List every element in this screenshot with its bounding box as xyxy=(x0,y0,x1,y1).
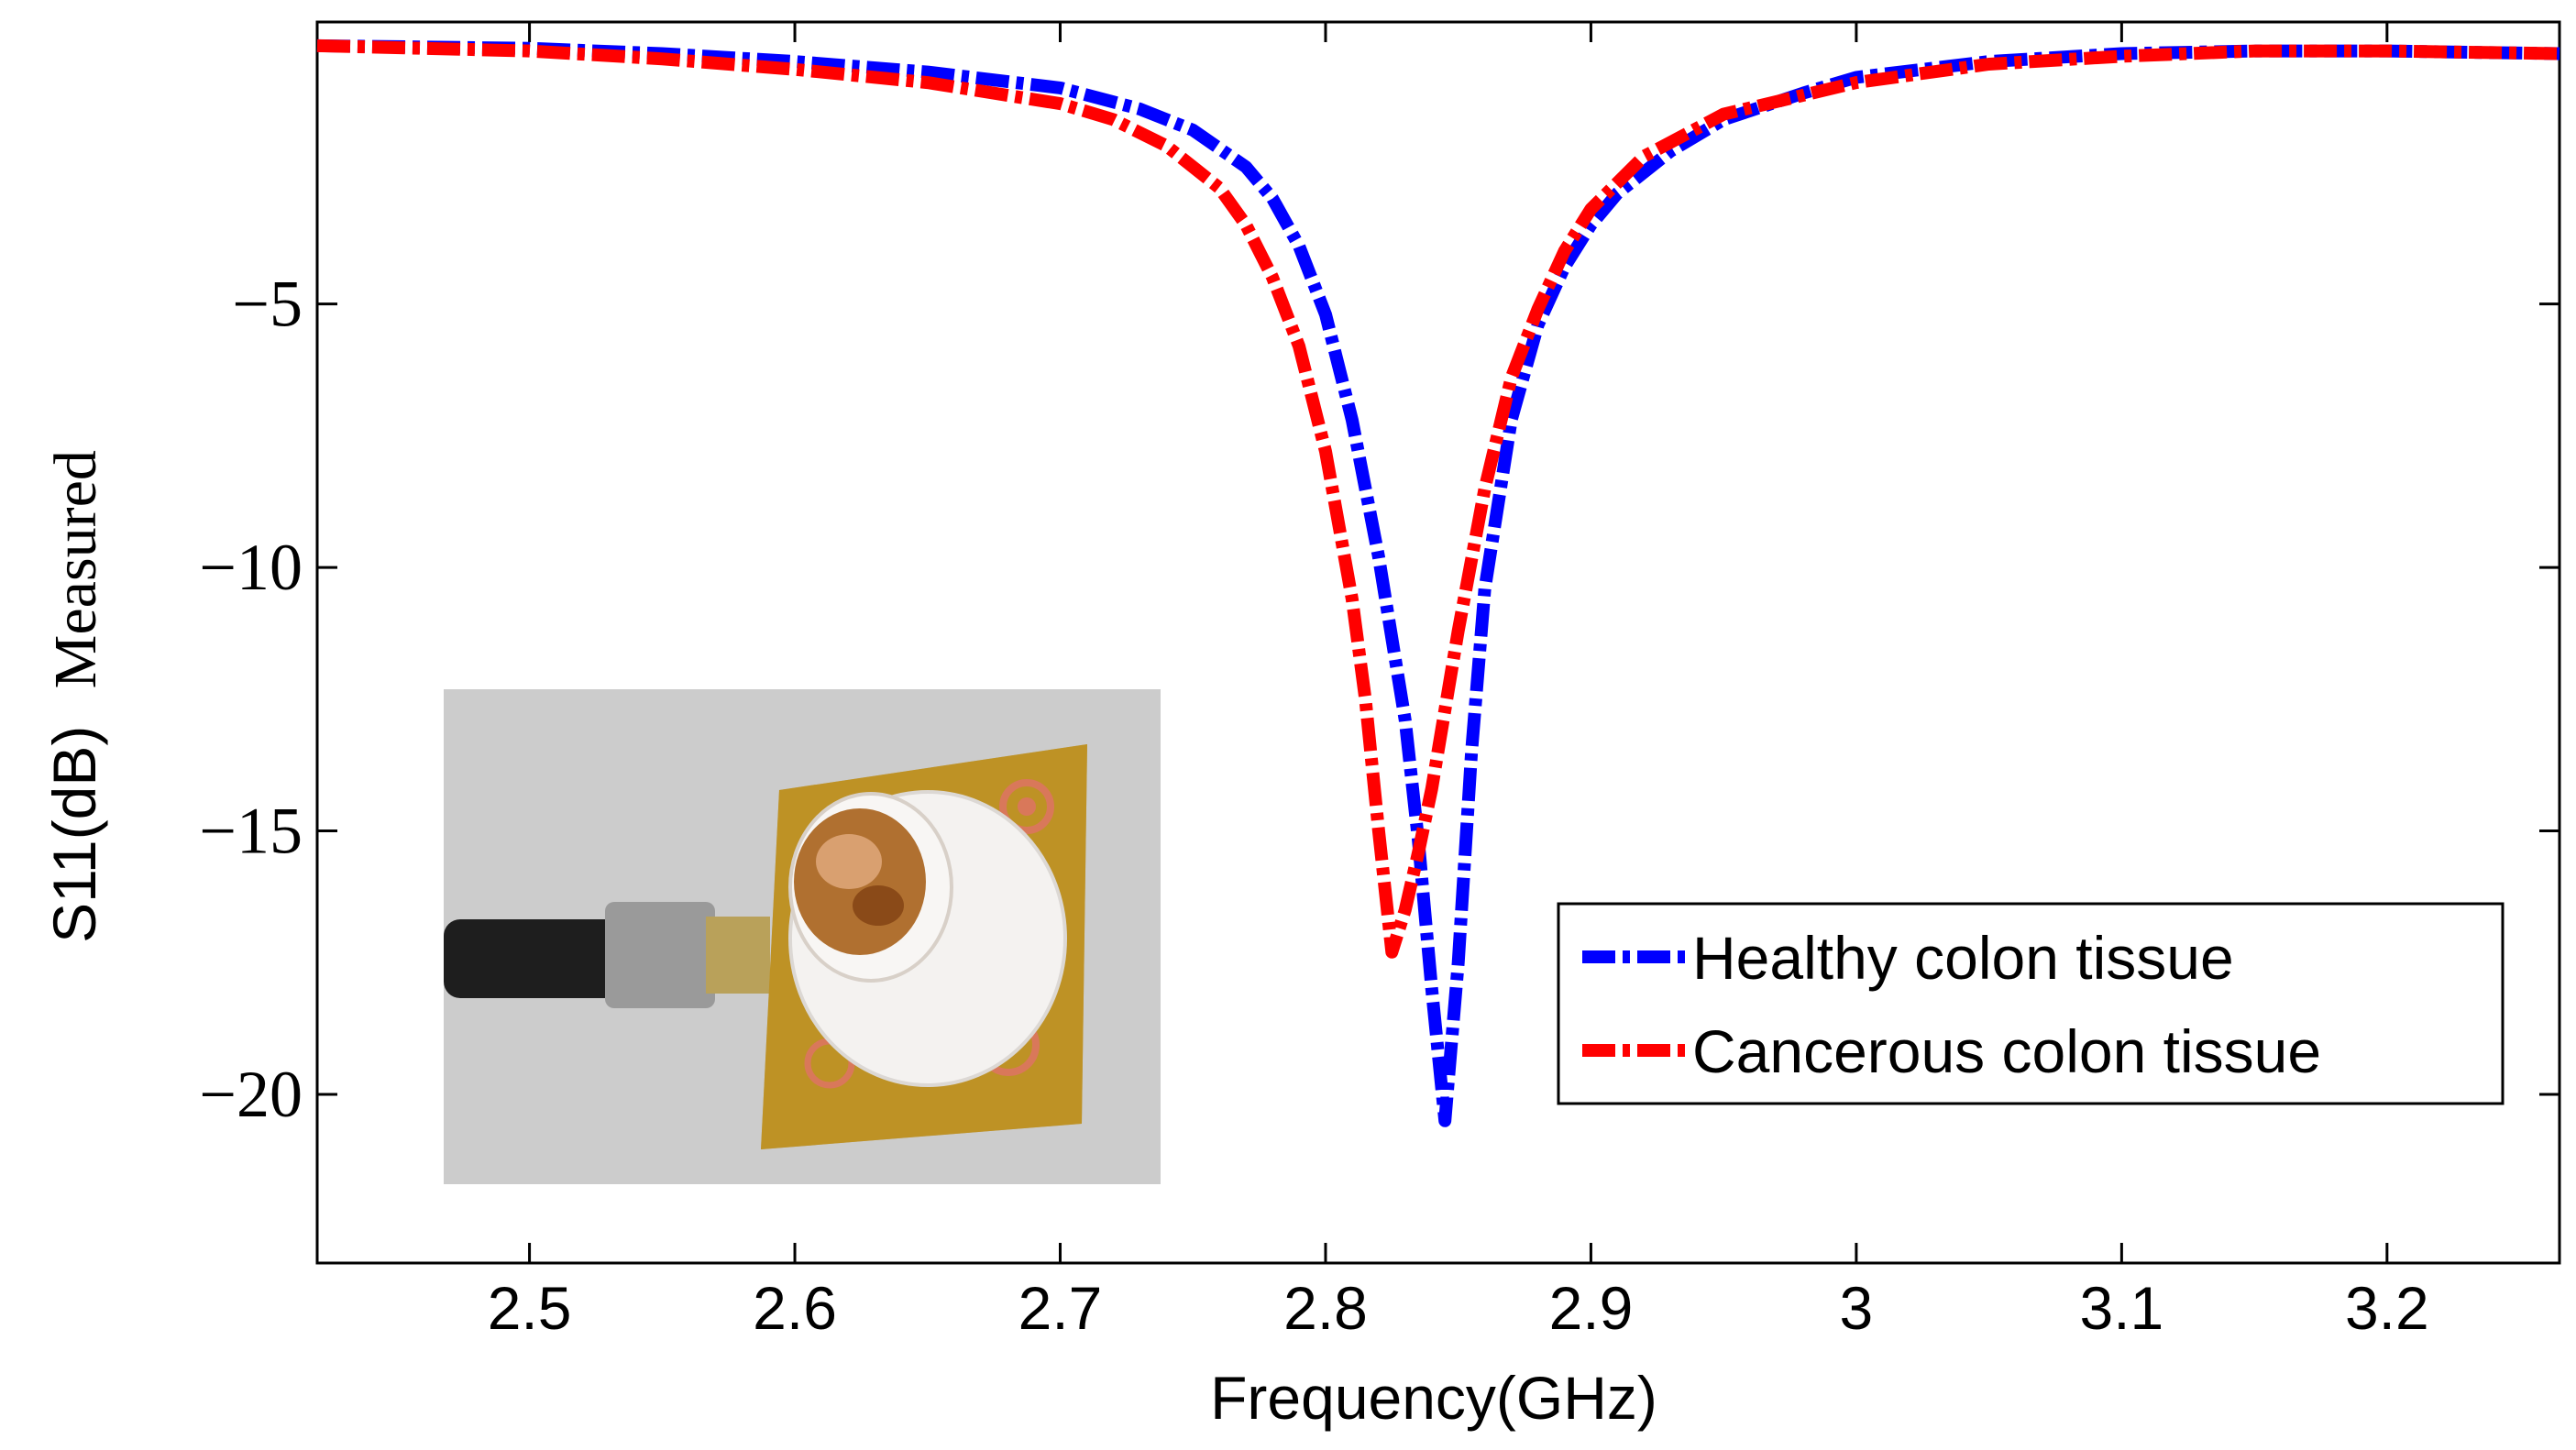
legend-label-cancerous: Cancerous colon tissue xyxy=(1692,1017,2321,1085)
y-axis-title: S11(dB) Measured xyxy=(40,450,109,943)
x-axis-title: Frequency(GHz) xyxy=(1210,1364,1657,1432)
y-axis-title-measured: Measured xyxy=(42,450,109,688)
legend-label-healthy: Healthy colon tissue xyxy=(1692,924,2234,992)
legend: Healthy colon tissue Cancerous colon tis… xyxy=(1557,902,2504,1105)
y-axis-title-unit: S11(dB) xyxy=(40,726,108,943)
y-tick-label: −10 xyxy=(199,531,303,604)
series-layer xyxy=(316,38,2560,1127)
antenna-photo-icon xyxy=(444,689,1161,1184)
x-tick-label: 2.8 xyxy=(1283,1274,1368,1342)
series-line-cancerous xyxy=(316,38,2560,959)
y-tick-label: −5 xyxy=(232,268,303,341)
legend-box xyxy=(1557,902,2504,1105)
x-tick-label: 3 xyxy=(1840,1274,1874,1342)
x-tick-label: 2.6 xyxy=(753,1274,837,1342)
x-tick-label: 3.2 xyxy=(2345,1274,2429,1342)
x-tick-label: 2.7 xyxy=(1018,1274,1103,1342)
y-tick-label: −20 xyxy=(199,1058,303,1131)
x-tick-label: 3.1 xyxy=(2080,1274,2164,1342)
y-tick-label: −15 xyxy=(199,795,303,868)
x-axis-ticks: 2.5 2.6 2.7 2.8 2.9 3 3.1 3.2 xyxy=(488,22,2429,1342)
y-axis-ticks: −5 −10 −15 −20 xyxy=(199,268,2559,1131)
x-tick-label: 2.5 xyxy=(488,1274,572,1342)
x-tick-label: 2.9 xyxy=(1549,1274,1634,1342)
